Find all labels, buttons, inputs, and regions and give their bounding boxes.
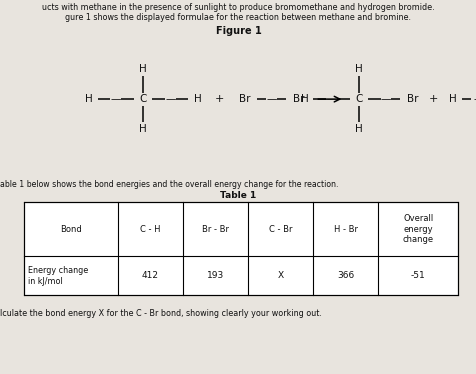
Text: H - Br: H - Br	[333, 224, 357, 234]
Text: H: H	[193, 94, 201, 104]
Text: H: H	[139, 124, 147, 134]
Text: C - Br: C - Br	[268, 224, 292, 234]
Text: —: —	[110, 94, 121, 104]
Text: C - H: C - H	[140, 224, 160, 234]
Text: +: +	[214, 94, 223, 104]
Text: Figure 1: Figure 1	[215, 26, 261, 36]
Text: 193: 193	[207, 271, 224, 280]
Text: H: H	[354, 124, 362, 134]
Text: gure 1 shows the displayed formulae for the reaction between methane and bromine: gure 1 shows the displayed formulae for …	[65, 13, 411, 22]
Text: Energy change
in kJ/mol: Energy change in kJ/mol	[28, 266, 88, 285]
Text: able 1 below shows the bond energies and the overall energy change for the react: able 1 below shows the bond energies and…	[0, 180, 338, 188]
Text: —: —	[472, 94, 476, 104]
Text: Br - Br: Br - Br	[202, 224, 228, 234]
Text: Overall
energy
change: Overall energy change	[402, 214, 433, 244]
Text: C: C	[139, 94, 147, 104]
Text: —: —	[165, 94, 175, 104]
Text: +: +	[427, 94, 437, 104]
Text: H: H	[139, 64, 147, 74]
Text: —: —	[266, 94, 277, 104]
Text: Br: Br	[238, 94, 250, 104]
Text: H: H	[448, 94, 456, 104]
Text: C: C	[354, 94, 362, 104]
Text: ucts with methane in the presence of sunlight to produce bromomethane and hydrog: ucts with methane in the presence of sun…	[42, 3, 434, 12]
Text: 412: 412	[142, 271, 159, 280]
Text: Bond: Bond	[60, 224, 81, 234]
Text: H: H	[85, 94, 92, 104]
Text: Br: Br	[407, 94, 418, 104]
Text: H: H	[300, 94, 307, 104]
Text: —: —	[380, 94, 390, 104]
Text: lculate the bond energy X for the C - Br bond, showing clearly your working out.: lculate the bond energy X for the C - Br…	[0, 309, 321, 318]
Text: —: —	[326, 94, 336, 104]
Text: Table 1: Table 1	[220, 191, 256, 200]
Text: X: X	[277, 271, 283, 280]
Text: Br: Br	[293, 94, 304, 104]
Text: 366: 366	[337, 271, 354, 280]
Text: -51: -51	[410, 271, 425, 280]
Text: H: H	[354, 64, 362, 74]
